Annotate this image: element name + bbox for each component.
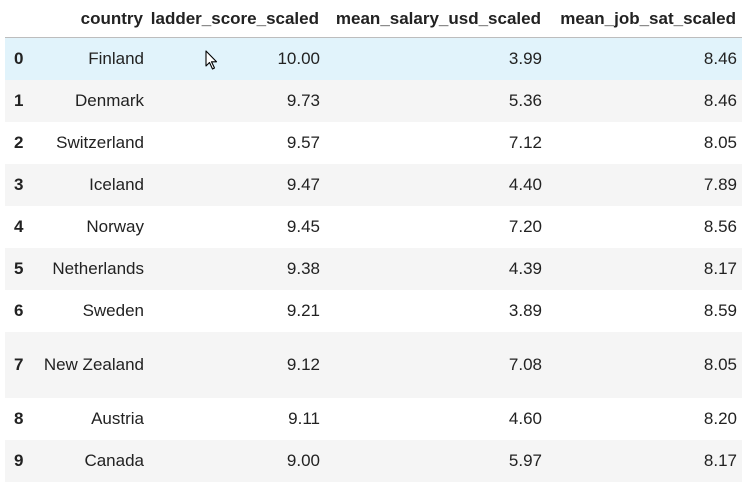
- ladder-score-cell: 9.45: [286, 216, 320, 236]
- mean-salary-cell: 4.60: [508, 408, 542, 428]
- row-index: 6: [14, 300, 24, 320]
- row-index: 5: [14, 258, 24, 278]
- mean-salary-cell: 7.08: [508, 354, 542, 374]
- row-index: 7: [14, 354, 24, 374]
- table-row: 7 New Zealand 9.12 7.08 8.05: [5, 331, 742, 398]
- country-cell: Denmark: [75, 90, 144, 110]
- table-row: 3 Iceland 9.47 4.40 7.89: [5, 163, 742, 206]
- job-satisfaction-cell: 8.56: [703, 216, 737, 236]
- ladder-score-cell: 9.73: [286, 90, 320, 110]
- country-cell: Switzerland: [56, 132, 144, 152]
- ladder-score-cell: 9.12: [286, 354, 320, 374]
- mean-salary-cell: 4.40: [508, 174, 542, 194]
- row-index: 2: [14, 132, 24, 152]
- country-cell: Canada: [84, 450, 144, 470]
- country-cell: Iceland: [89, 174, 144, 194]
- table-row: 2 Switzerland 9.57 7.12 8.05: [5, 121, 742, 164]
- table-row: 5 Netherlands 9.38 4.39 8.17: [5, 247, 742, 290]
- job-satisfaction-cell: 8.46: [703, 48, 737, 68]
- row-index: 8: [14, 408, 24, 428]
- row-index: 3: [14, 174, 24, 194]
- ladder-score-cell: 9.47: [286, 174, 320, 194]
- ladder-score-cell: 9.11: [288, 408, 320, 428]
- mean-salary-cell: 3.89: [508, 300, 542, 320]
- row-index: 1: [14, 90, 24, 110]
- job-satisfaction-cell: 8.05: [703, 132, 737, 152]
- mean-salary-cell: 5.36: [508, 90, 542, 110]
- job-satisfaction-cell: 7.89: [703, 174, 737, 194]
- mean-salary-cell: 3.99: [508, 48, 542, 68]
- mean-salary-cell: 7.12: [508, 132, 542, 152]
- country-cell: Netherlands: [52, 258, 144, 278]
- table-row: 1 Denmark 9.73 5.36 8.46: [5, 79, 742, 122]
- header-row: country ladder_score_scaled mean_salary_…: [5, 0, 742, 38]
- ladder-score-cell: 9.38: [286, 258, 320, 278]
- table-row: 6 Sweden 9.21 3.89 8.59: [5, 289, 742, 332]
- mean-salary-cell: 5.97: [508, 450, 542, 470]
- job-satisfaction-cell: 8.17: [703, 258, 737, 278]
- table-row: 4 Norway 9.45 7.20 8.56: [5, 205, 742, 248]
- table-row: 0 Finland 10.00 3.99 8.46: [5, 37, 742, 80]
- mean-salary-cell: 4.39: [508, 258, 542, 278]
- table-row: 8 Austria 9.11 4.60 8.20: [5, 397, 742, 440]
- country-column-header: country: [36, 0, 149, 38]
- mean-salary-column-header: mean_salary_usd_scaled: [325, 0, 547, 38]
- job-satisfaction-column-header: mean_job_sat_scaled: [547, 0, 742, 38]
- country-cell: Austria: [91, 408, 144, 428]
- country-cell: Norway: [86, 216, 144, 236]
- row-index: 4: [14, 216, 24, 236]
- index-column-header: [5, 0, 36, 38]
- job-satisfaction-cell: 8.59: [703, 300, 737, 320]
- table-body: 0 Finland 10.00 3.99 8.46 1 Denmark 9.73…: [5, 37, 742, 482]
- ladder-score-column-header: ladder_score_scaled: [149, 0, 325, 38]
- job-satisfaction-cell: 8.05: [703, 354, 737, 374]
- dataframe-table: country ladder_score_scaled mean_salary_…: [5, 0, 742, 482]
- job-satisfaction-cell: 8.46: [703, 90, 737, 110]
- table-header: country ladder_score_scaled mean_salary_…: [5, 0, 742, 38]
- table-row: 9 Canada 9.00 5.97 8.17: [5, 439, 742, 482]
- country-cell: Sweden: [82, 300, 144, 320]
- job-satisfaction-cell: 8.20: [703, 408, 737, 428]
- ladder-score-cell: 10.00: [277, 48, 320, 68]
- mean-salary-cell: 7.20: [508, 216, 542, 236]
- ladder-score-cell: 9.21: [286, 300, 320, 320]
- job-satisfaction-cell: 8.17: [703, 450, 737, 470]
- ladder-score-cell: 9.57: [286, 132, 320, 152]
- country-cell: Finland: [88, 48, 144, 68]
- row-index: 9: [14, 450, 24, 470]
- ladder-score-cell: 9.00: [286, 450, 320, 470]
- row-index: 0: [14, 48, 24, 68]
- country-cell: New Zealand: [43, 354, 144, 374]
